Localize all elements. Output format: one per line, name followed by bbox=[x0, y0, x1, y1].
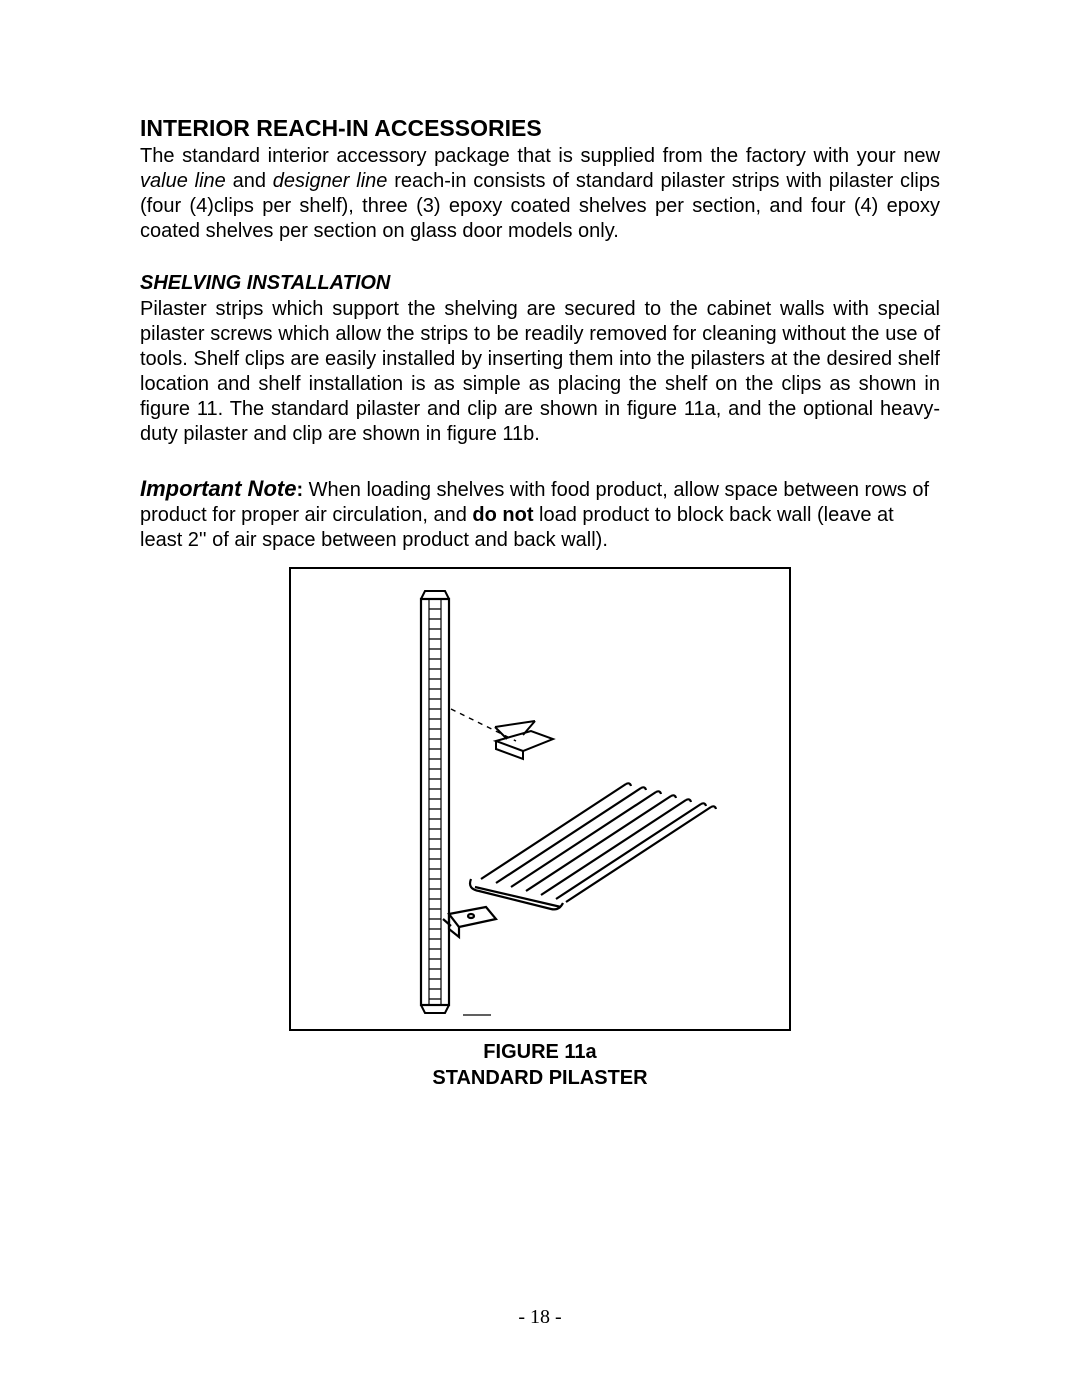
note-colon: : bbox=[296, 479, 308, 501]
shelving-paragraph: Pilaster strips which support the shelvi… bbox=[140, 297, 940, 447]
intro-paragraph: The standard interior accessory package … bbox=[140, 144, 940, 244]
shelving-subheading: SHELVING INSTALLATION bbox=[140, 272, 940, 295]
section-heading: INTERIOR REACH-IN ACCESSORIES bbox=[140, 115, 940, 142]
note-bold: do not bbox=[472, 504, 533, 526]
important-note-paragraph: Important Note: When loading shelves wit… bbox=[140, 475, 940, 553]
page-number: - 18 - bbox=[0, 1306, 1080, 1329]
note-label: Important Note bbox=[140, 476, 296, 501]
intro-em2: designer line bbox=[273, 170, 388, 192]
shelf-clip-upper-icon bbox=[495, 721, 553, 759]
figure-label-line1: FIGURE 11a bbox=[483, 1041, 596, 1063]
figure-label-line2: STANDARD PILASTER bbox=[432, 1067, 647, 1089]
wire-shelf-icon bbox=[470, 783, 716, 909]
figure-caption: FIGURE 11a STANDARD PILASTER bbox=[140, 1039, 940, 1091]
pilaster-strip-icon bbox=[421, 591, 449, 1013]
pilaster-diagram bbox=[291, 569, 785, 1025]
intro-text-pre: The standard interior accessory package … bbox=[140, 145, 940, 167]
shelf-clip-lower-icon bbox=[443, 907, 496, 937]
intro-text-mid1: and bbox=[226, 170, 273, 192]
intro-em1: value line bbox=[140, 170, 226, 192]
figure-11a-box bbox=[289, 567, 791, 1031]
document-page: INTERIOR REACH-IN ACCESSORIES The standa… bbox=[0, 0, 1080, 1397]
